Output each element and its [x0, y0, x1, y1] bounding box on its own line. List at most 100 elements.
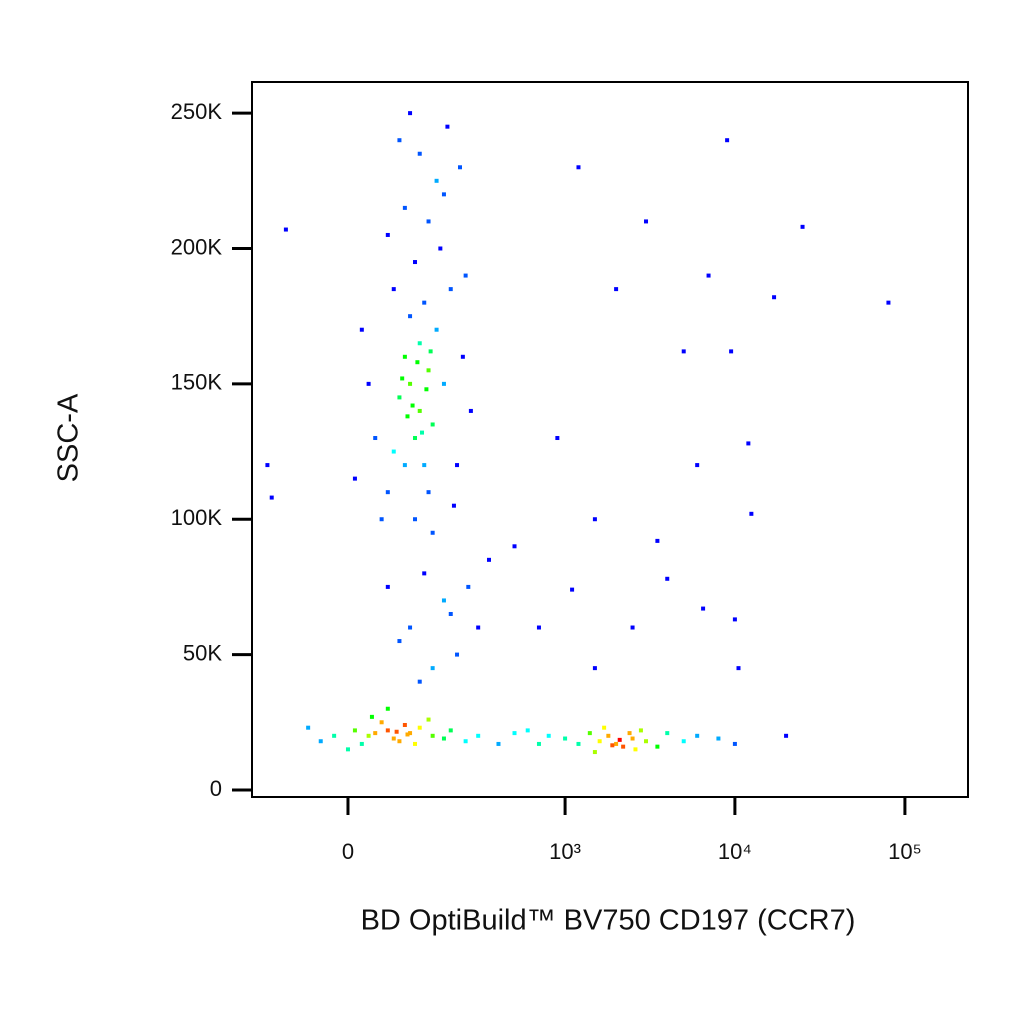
point: [716, 736, 721, 741]
point: [394, 729, 399, 734]
point: [422, 300, 427, 305]
point: [476, 733, 481, 738]
y-tick-label: 100K: [171, 505, 223, 530]
y-tick-label: 0: [210, 776, 222, 801]
point: [408, 111, 413, 116]
point: [784, 733, 789, 738]
point: [466, 584, 471, 589]
point: [441, 598, 446, 603]
point: [448, 611, 453, 616]
point: [448, 287, 453, 292]
point: [424, 387, 429, 392]
point: [397, 739, 402, 744]
point: [460, 354, 465, 359]
point: [366, 733, 371, 738]
point: [410, 403, 415, 408]
point: [402, 354, 407, 359]
point: [638, 728, 643, 733]
point: [430, 733, 435, 738]
point: [681, 739, 686, 744]
point: [610, 743, 615, 748]
point: [434, 178, 439, 183]
point: [546, 733, 551, 738]
point: [430, 530, 435, 535]
y-tick-label: 200K: [171, 234, 223, 259]
plot-frame: [251, 81, 969, 798]
point: [408, 625, 413, 630]
point: [391, 287, 396, 292]
point: [332, 733, 337, 738]
point: [681, 349, 686, 354]
point: [665, 576, 670, 581]
point: [587, 731, 592, 736]
point: [512, 544, 517, 549]
point: [417, 408, 422, 413]
point: [563, 736, 568, 741]
x-tick-label: 10⁴: [718, 839, 752, 864]
point: [441, 192, 446, 197]
point: [415, 360, 420, 365]
point: [441, 736, 446, 741]
point: [352, 476, 357, 481]
point: [413, 260, 418, 265]
point: [448, 728, 453, 733]
point: [592, 750, 597, 755]
point: [476, 625, 481, 630]
point: [430, 422, 435, 427]
x-tick-label: 10⁵: [888, 839, 922, 864]
point: [402, 463, 407, 468]
point: [536, 741, 541, 746]
point: [468, 408, 473, 413]
point: [408, 381, 413, 386]
point: [655, 744, 660, 749]
point: [438, 246, 443, 251]
point: [597, 739, 602, 744]
point: [630, 625, 635, 630]
point: [729, 349, 734, 354]
point: [445, 124, 450, 129]
point: [408, 731, 413, 736]
point: [441, 381, 446, 386]
point: [426, 368, 431, 373]
point: [525, 728, 530, 733]
y-axis-title: SSC-A: [53, 393, 85, 482]
point: [306, 725, 311, 730]
point: [417, 151, 422, 156]
point: [420, 430, 425, 435]
point: [417, 679, 422, 684]
x-tick-label: 10³: [549, 839, 581, 864]
point: [463, 273, 468, 278]
point: [800, 224, 805, 229]
point: [695, 733, 700, 738]
point: [644, 739, 649, 744]
point: [366, 381, 371, 386]
point: [627, 731, 632, 736]
point: [379, 720, 384, 725]
point: [725, 138, 730, 143]
point: [391, 736, 396, 741]
point: [665, 731, 670, 736]
point: [265, 463, 270, 468]
point: [413, 741, 418, 746]
point: [373, 436, 378, 441]
point: [614, 741, 619, 746]
point: [359, 741, 364, 746]
point: [385, 706, 390, 711]
point: [417, 725, 422, 730]
point: [706, 273, 711, 278]
point: [746, 441, 751, 446]
point: [512, 731, 517, 736]
point: [701, 606, 706, 611]
point: [592, 517, 597, 522]
point: [496, 741, 501, 746]
point: [617, 737, 622, 742]
point: [402, 205, 407, 210]
y-tick-label: 50K: [183, 640, 222, 665]
point: [592, 666, 597, 671]
point: [614, 287, 619, 292]
point: [736, 666, 741, 671]
point: [413, 517, 418, 522]
point: [408, 314, 413, 319]
point: [400, 376, 405, 381]
point: [385, 490, 390, 495]
